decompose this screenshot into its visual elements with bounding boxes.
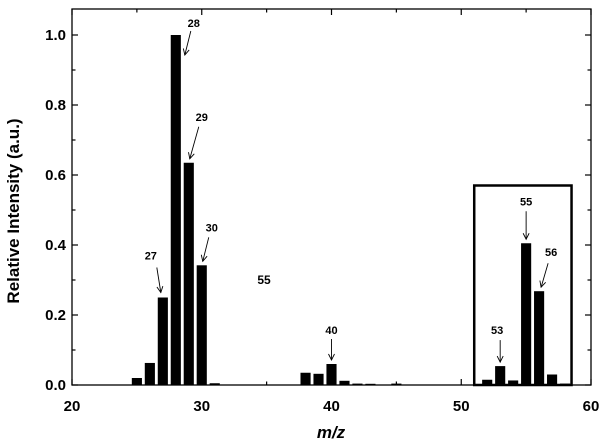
peak-arrowhead-30 — [200, 254, 208, 263]
peak-label-53: 53 — [491, 325, 503, 337]
y-axis-title: Relative Intensity (a.u.) — [4, 118, 23, 303]
bar-mz-52 — [482, 379, 493, 385]
bar-mz-56 — [534, 291, 545, 385]
peak-arrowhead-53 — [496, 355, 504, 364]
bar-mz-28 — [170, 35, 181, 385]
peak-label-40: 40 — [325, 325, 337, 337]
y-tick-label: 0.4 — [45, 237, 67, 254]
peak-label-29: 29 — [196, 112, 208, 124]
peak-arrow-29 — [189, 126, 200, 159]
stray-label: 55 — [257, 273, 271, 287]
bar-mz-27 — [157, 297, 168, 385]
y-tick-label: 1.0 — [45, 27, 66, 44]
peak-label-56: 56 — [545, 247, 557, 259]
bar-mz-38 — [300, 372, 311, 385]
x-tick-label: 40 — [323, 398, 340, 415]
peak-label-28: 28 — [188, 18, 200, 30]
y-tick-label: 0.2 — [45, 307, 66, 324]
peak-arrow-56 — [540, 263, 549, 288]
x-tick-label: 20 — [64, 398, 81, 415]
axes: 20 30 40 50 60 0.0 0.2 0.4 0.6 0.8 1.0 — [45, 8, 600, 415]
peak-arrowhead-28 — [182, 48, 190, 56]
y-tick-label: 0.0 — [45, 377, 66, 394]
peak-arrow-27 — [156, 267, 162, 293]
y-tick-label: 0.6 — [45, 167, 66, 184]
bar-mz-54 — [508, 380, 519, 385]
bar-mz-39 — [313, 373, 324, 385]
bar-mz-40 — [326, 364, 337, 385]
peak-annotations: 27 28 29 30 40 53 55 56 — [145, 18, 557, 364]
peak-label-27: 27 — [145, 251, 157, 263]
peak-label-55: 55 — [520, 196, 532, 208]
peak-arrow-28 — [184, 30, 192, 56]
peak-arrowhead-29 — [188, 152, 195, 160]
peak-arrowhead-55 — [522, 233, 530, 241]
x-tick-label: 30 — [193, 398, 210, 415]
x-tick-label: 60 — [583, 398, 600, 415]
bar-mz-41 — [339, 380, 350, 385]
bar-mz-26 — [144, 362, 155, 385]
peak-arrowhead-27 — [156, 285, 164, 294]
y-tick-label: 0.8 — [45, 97, 66, 114]
x-axis-title: m/z — [317, 423, 346, 442]
bar-mz-30 — [196, 265, 207, 385]
bar-mz-53 — [495, 366, 506, 385]
bar-mz-55 — [521, 243, 532, 385]
peak-arrowhead-40 — [328, 353, 335, 362]
bar-mz-31 — [209, 383, 220, 385]
bar-mz-57 — [547, 374, 558, 385]
peak-arrowhead-56 — [539, 280, 546, 289]
x-tick-label: 50 — [453, 398, 470, 415]
bar-mz-29 — [183, 162, 194, 385]
bars — [131, 35, 571, 385]
bar-mz-42 — [352, 383, 363, 385]
peak-arrow-30 — [202, 237, 210, 262]
peak-label-30: 30 — [206, 222, 218, 234]
